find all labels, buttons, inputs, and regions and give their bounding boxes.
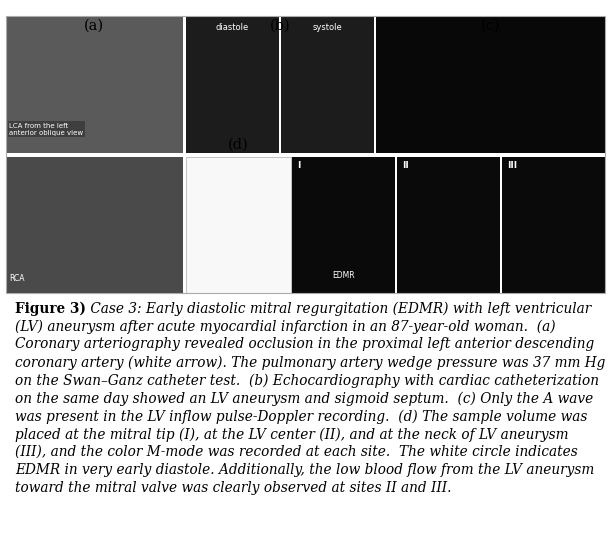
Text: (c): (c)	[481, 19, 500, 33]
Bar	[376, 16, 605, 153]
Bar	[186, 16, 279, 153]
Bar	[397, 157, 500, 293]
Bar	[293, 157, 395, 293]
Bar	[186, 157, 291, 293]
Text: systole: systole	[313, 23, 343, 32]
Text: was present in the LV inflow pulse-Doppler recording.  (d) The sample volume was: was present in the LV inflow pulse-Doppl…	[15, 409, 588, 424]
Text: Case 3: Early diastolic mitral regurgitation (EDMR) with left ventricular: Case 3: Early diastolic mitral regurgita…	[86, 301, 591, 316]
Text: Coronary arteriography revealed occlusion in the proximal left anterior descendi: Coronary arteriography revealed occlusio…	[15, 337, 595, 351]
Text: II: II	[402, 161, 409, 171]
Text: (LV) aneurysm after acute myocardial infarction in an 87-year-old woman.  (a): (LV) aneurysm after acute myocardial inf…	[15, 319, 556, 334]
Text: Figure 3): Figure 3)	[15, 301, 86, 316]
Text: EDMR in very early diastole. Additionally, the low blood flow from the LV aneury: EDMR in very early diastole. Additionall…	[15, 463, 595, 477]
Text: (b): (b)	[270, 19, 290, 33]
Bar	[502, 157, 605, 293]
Bar	[281, 16, 375, 153]
Bar	[6, 16, 183, 153]
Text: (III), and the color M-mode was recorded at each site.  The white circle indicat: (III), and the color M-mode was recorded…	[15, 445, 578, 459]
Text: III: III	[507, 161, 517, 171]
Text: on the same day showed an LV aneurysm and sigmoid septum.  (c) Only the A wave: on the same day showed an LV aneurysm an…	[15, 391, 593, 406]
Bar	[6, 157, 183, 293]
Text: EDMR: EDMR	[332, 270, 355, 280]
Bar	[6, 16, 605, 293]
Text: LCA from the left
anterior oblique view: LCA from the left anterior oblique view	[9, 123, 83, 136]
Text: on the Swan–Ganz catheter test.  (b) Echocardiography with cardiac catheterizati: on the Swan–Ganz catheter test. (b) Echo…	[15, 373, 599, 388]
Text: I: I	[298, 161, 301, 171]
Text: diastole: diastole	[216, 23, 249, 32]
Text: (d): (d)	[228, 137, 249, 151]
Text: (a): (a)	[84, 19, 104, 33]
Text: coronary artery (white arrow). The pulmonary artery wedge pressure was 37 mm Hg: coronary artery (white arrow). The pulmo…	[15, 355, 606, 370]
Text: placed at the mitral tip (I), at the LV center (II), and at the neck of LV aneur: placed at the mitral tip (I), at the LV …	[15, 427, 569, 441]
Text: RCA: RCA	[9, 274, 24, 283]
Text: toward the mitral valve was clearly observed at sites II and III.: toward the mitral valve was clearly obse…	[15, 481, 452, 495]
